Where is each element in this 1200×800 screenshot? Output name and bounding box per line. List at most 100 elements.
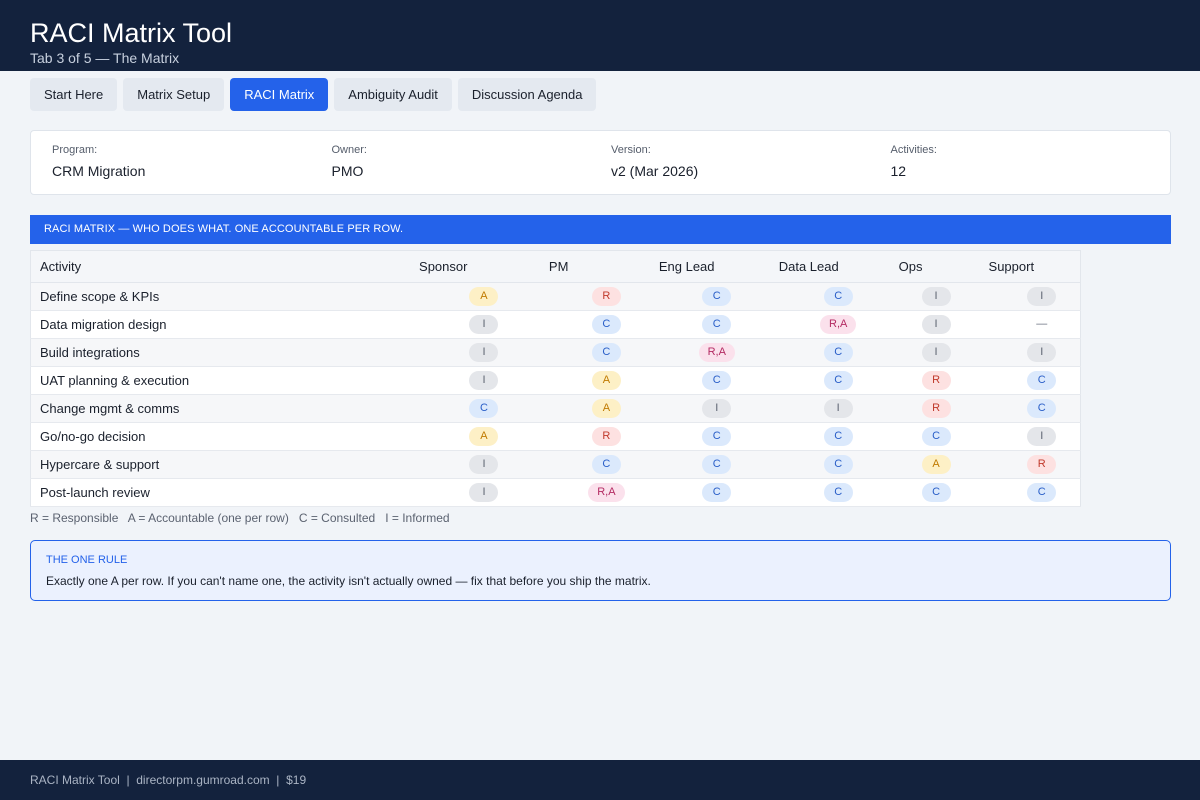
raci-badge[interactable]: C [591,455,621,474]
raci-cell: C [769,366,890,395]
table-row: Define scope & KPIs A R C C I I [30,282,1081,311]
raci-cell: C [539,338,650,367]
raci-cell: C [769,422,890,451]
section-banner: RACI MATRIX — WHO DOES WHAT. ONE ACCOUNT… [30,215,1171,244]
raci-badge[interactable]: R,A [698,343,735,362]
app-header: RACI Matrix Tool Tab 3 of 5 — The Matrix [0,0,1200,71]
raci-badge[interactable]: A [469,287,499,306]
tab-bar: Start Here Matrix Setup RACI Matrix Ambi… [30,78,602,111]
raci-cell: R,A [539,478,650,507]
raci-cell: I [979,282,1081,311]
tab-discussion-agenda[interactable]: Discussion Agenda [457,78,597,111]
raci-badge[interactable]: C [702,455,732,474]
raci-cell: R [979,450,1081,479]
table-row: Post-launch review I R,A C C C C [30,478,1081,507]
table-row: Build integrations I C R,A C I I [30,338,1081,367]
activity-cell: Go/no-go decision [30,422,411,451]
raci-badge[interactable]: R,A [820,315,857,334]
column-header: Support [979,250,1081,283]
raci-badge[interactable]: I [823,399,853,418]
raci-badge[interactable]: C [823,483,853,502]
raci-badge[interactable]: I [921,343,951,362]
raci-badge[interactable]: C [702,371,732,390]
column-header: Eng Lead [649,250,770,283]
column-header: PM [539,250,650,283]
raci-badge[interactable]: C [1027,483,1057,502]
activity-cell: Data migration design [30,310,411,339]
column-header: Data Lead [769,250,890,283]
raci-badge[interactable]: C [921,483,951,502]
raci-cell: I [979,338,1081,367]
raci-badge[interactable]: A [591,371,621,390]
raci-badge[interactable]: C [823,427,853,446]
raci-badge[interactable]: — [1036,318,1048,330]
table-row: Go/no-go decision A R C C C I [30,422,1081,451]
rule-title: THE ONE RULE [46,554,128,566]
program-value: CRM Migration [52,163,146,179]
raci-cell: — [979,310,1081,339]
raci-badge[interactable]: A [921,455,951,474]
raci-badge[interactable]: R [921,371,951,390]
raci-badge[interactable]: C [823,371,853,390]
raci-badge[interactable]: I [1027,287,1057,306]
raci-badge[interactable]: C [591,343,621,362]
rule-body: Exactly one A per row. If you can't name… [46,574,651,588]
raci-badge[interactable]: R [1027,455,1057,474]
raci-badge[interactable]: C [823,287,853,306]
raci-badge[interactable]: R [921,399,951,418]
table-row: Hypercare & support I C C C A R [30,450,1081,479]
raci-cell: I [889,310,980,339]
table-row: Change mgmt & comms C A I I R C [30,394,1081,423]
raci-badge[interactable]: R [591,287,621,306]
tab-matrix-setup[interactable]: Matrix Setup [123,78,225,111]
raci-badge[interactable]: I [469,371,499,390]
raci-badge[interactable]: C [823,455,853,474]
owner-value: PMO [331,163,364,179]
raci-cell: C [979,394,1081,423]
program-field: Program: CRM Migration [52,144,332,194]
raci-badge[interactable]: C [823,343,853,362]
raci-cell: I [889,282,980,311]
raci-badge[interactable]: R [591,427,621,446]
raci-badge[interactable]: C [702,315,732,334]
tab-start-here[interactable]: Start Here [30,78,118,111]
program-label: Program: [52,144,98,156]
column-header: Sponsor [410,250,540,283]
raci-badge[interactable]: R,A [588,483,625,502]
raci-badge[interactable]: I [469,455,499,474]
raci-badge[interactable]: I [469,315,499,334]
raci-badge[interactable]: I [702,399,732,418]
raci-badge[interactable]: I [469,343,499,362]
activity-cell: UAT planning & execution [30,366,411,395]
raci-badge[interactable]: I [469,483,499,502]
raci-cell: I [410,338,540,367]
raci-cell: C [649,366,770,395]
raci-cell: I [410,366,540,395]
tab-raci-matrix[interactable]: RACI Matrix [230,78,329,111]
owner-field: Owner: PMO [332,144,612,194]
raci-cell: C [649,422,770,451]
footer: RACI Matrix Tool | directorpm.gumroad.co… [0,760,1200,800]
raci-badge[interactable]: C [702,287,732,306]
raci-badge[interactable]: C [469,399,499,418]
raci-badge[interactable]: I [1027,427,1057,446]
raci-cell: C [649,450,770,479]
raci-badge[interactable]: C [702,483,732,502]
tab-ambiguity-audit[interactable]: Ambiguity Audit [334,78,452,111]
raci-cell: C [979,366,1081,395]
column-header: Activity [30,250,411,283]
raci-badge[interactable]: I [921,315,951,334]
raci-badge[interactable]: I [1027,343,1057,362]
raci-badge[interactable]: C [1027,399,1057,418]
raci-badge[interactable]: C [702,427,732,446]
raci-badge[interactable]: C [921,427,951,446]
activity-cell: Change mgmt & comms [30,394,411,423]
raci-matrix-table: Activity Sponsor PM Eng Lead Data Lead O… [30,250,1081,507]
table-row: UAT planning & execution I A C C R C [30,366,1081,395]
raci-badge[interactable]: I [921,287,951,306]
raci-badge[interactable]: A [591,399,621,418]
raci-badge[interactable]: A [469,427,499,446]
raci-badge[interactable]: C [591,315,621,334]
raci-cell: C [649,282,770,311]
raci-badge[interactable]: C [1027,371,1057,390]
